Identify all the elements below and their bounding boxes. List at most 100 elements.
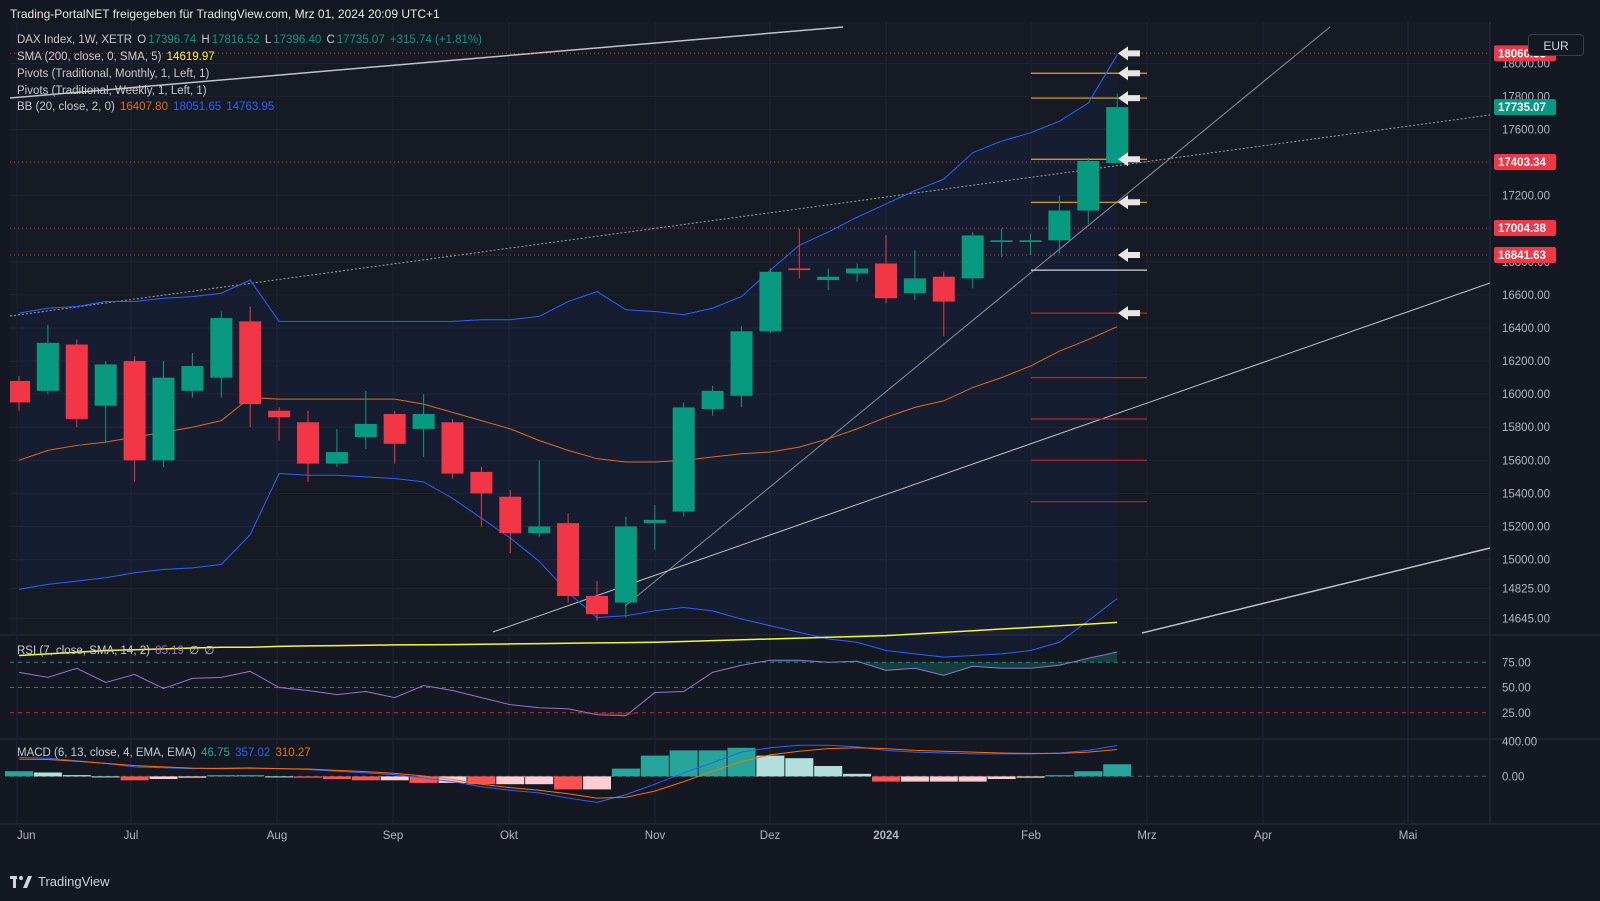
price-tick-label: 15200.00 bbox=[1502, 521, 1550, 533]
macd-histogram-bar bbox=[669, 750, 698, 777]
time-tick-label: Feb bbox=[1021, 830, 1041, 842]
candle-body bbox=[990, 240, 1013, 242]
pivots-weekly-legend: Pivots (Traditional, Weekly, 1, Left, 1) bbox=[17, 85, 207, 97]
price-tag-label: 17004.38 bbox=[1498, 223, 1547, 235]
candle-body bbox=[412, 414, 435, 429]
candle-body bbox=[1106, 107, 1129, 164]
macd-histogram-bar bbox=[929, 776, 958, 782]
macd-histogram-bar bbox=[987, 776, 1016, 779]
time-tick-label: Mai bbox=[1399, 830, 1418, 842]
macd-histogram-bar bbox=[91, 776, 120, 778]
candle-body bbox=[10, 380, 30, 403]
macd-histogram-bar bbox=[351, 776, 380, 781]
price-tick-label: 14645.00 bbox=[1502, 613, 1550, 625]
macd-tick-label: 0.00 bbox=[1502, 771, 1524, 783]
price-tag-bg bbox=[1494, 220, 1556, 237]
candle-body bbox=[210, 318, 233, 378]
time-tick-label: Dez bbox=[760, 830, 781, 842]
change-value: +315.74 (+1.81%) bbox=[389, 34, 482, 46]
bb-legend: BB (20, close, 2, 0) 16407.80 18051.65 1… bbox=[17, 101, 276, 113]
candle-body bbox=[65, 344, 88, 419]
low-label: L bbox=[264, 34, 272, 46]
price-tick-label: 15400.00 bbox=[1502, 488, 1550, 500]
macd-histogram-bar bbox=[640, 755, 669, 777]
candle-body bbox=[701, 390, 724, 410]
close-label: C bbox=[326, 34, 335, 46]
bb-upper-value: 18051.65 bbox=[173, 101, 222, 113]
rsi-extra-2: ∅ bbox=[204, 645, 215, 657]
close-value: 17735.07 bbox=[336, 34, 385, 46]
candle-body bbox=[817, 276, 840, 281]
macd-histogram-bar bbox=[178, 776, 207, 778]
candle-body bbox=[586, 595, 608, 615]
candle-body bbox=[94, 364, 117, 406]
pivot-arrow-icon bbox=[1118, 306, 1140, 321]
tradingview-logo-icon bbox=[10, 875, 32, 888]
rsi-label: RSI (7, close, SMA, 14, 2) bbox=[17, 645, 150, 657]
time-tick-label: Sep bbox=[383, 830, 403, 842]
rsi-oversold-fill bbox=[568, 712, 641, 716]
price-tick-label: 15800.00 bbox=[1502, 422, 1550, 434]
price-tag-bg bbox=[1494, 246, 1556, 263]
macd-histogram-bar bbox=[1016, 776, 1045, 778]
high-label: H bbox=[201, 34, 210, 46]
time-tick-label: Apr bbox=[1254, 830, 1272, 842]
rsi-extra-1: ∅ bbox=[189, 645, 200, 657]
price-tag-label: 16841.63 bbox=[1498, 250, 1546, 262]
candle-body bbox=[354, 423, 377, 438]
macd-histogram-bar bbox=[1045, 775, 1074, 777]
candle-body bbox=[1077, 160, 1100, 211]
candle-body bbox=[557, 523, 580, 596]
tradingview-brand[interactable]: TradingView bbox=[10, 874, 110, 889]
time-tick-label: Mrz bbox=[1137, 830, 1156, 842]
candle-body bbox=[759, 271, 782, 332]
time-tick-label: Jun bbox=[17, 830, 36, 842]
price-tick-label: 17600.00 bbox=[1502, 125, 1550, 137]
price-tick-label: 16000.00 bbox=[1502, 389, 1550, 401]
candle-body bbox=[470, 471, 493, 494]
candle-body bbox=[239, 321, 262, 405]
pivot-arrow-icon bbox=[1118, 247, 1140, 262]
macd-histogram-bar bbox=[756, 755, 785, 777]
rsi-tick-label: 25.00 bbox=[1502, 708, 1531, 720]
macd-histogram-bar bbox=[900, 776, 929, 782]
bb-lower-value: 16407.80 bbox=[120, 101, 168, 113]
macd-signal-line bbox=[18, 747, 1118, 799]
macd-histogram-bar bbox=[120, 776, 149, 781]
macd-histogram-bar bbox=[149, 776, 178, 779]
bb-upper-line bbox=[18, 54, 1118, 322]
bb-basis-value: 14763.95 bbox=[226, 101, 275, 113]
sma200-line bbox=[18, 621, 1118, 657]
price-tag-bg bbox=[1494, 99, 1556, 116]
candle-body bbox=[1019, 240, 1042, 242]
trend-line bbox=[9, 114, 1491, 317]
rsi-tick-label: 50.00 bbox=[1502, 683, 1531, 695]
candle-body bbox=[643, 519, 666, 524]
pivot-arrow-icon bbox=[1118, 152, 1140, 167]
macd-histogram-bar bbox=[5, 771, 33, 777]
currency-button[interactable]: EUR bbox=[1528, 34, 1584, 56]
rsi-legend: RSI (7, close, SMA, 14, 2) 85.19 ∅ ∅ bbox=[17, 643, 216, 657]
macd-label: MACD (6, 13, close, 4, EMA, EMA) bbox=[17, 747, 196, 759]
price-tick-label: 16400.00 bbox=[1502, 323, 1550, 335]
macd-histogram-bar bbox=[294, 776, 322, 778]
macd-histogram-bar bbox=[467, 776, 496, 785]
rsi-overbought-fill bbox=[770, 651, 1118, 676]
candle-body bbox=[730, 331, 753, 396]
macd-signal-value: 310.27 bbox=[275, 747, 311, 759]
time-tick-label: Aug bbox=[267, 830, 287, 842]
macd-histogram-bar bbox=[843, 773, 872, 777]
symbol-name: DAX Index, 1W, XETR bbox=[17, 34, 133, 46]
candle-body bbox=[1048, 210, 1071, 241]
candle-body bbox=[788, 268, 811, 271]
price-tick-label: 16200.00 bbox=[1502, 356, 1550, 368]
macd-histogram-bar bbox=[1074, 771, 1103, 777]
price-tick-label: 15600.00 bbox=[1502, 455, 1550, 467]
macd-histogram-bar bbox=[958, 776, 987, 782]
macd-histogram-bar bbox=[236, 775, 265, 777]
macd-histogram-bar bbox=[496, 776, 525, 785]
macd-histogram-bar bbox=[322, 776, 351, 779]
macd-hist-value: 46.75 bbox=[201, 747, 230, 759]
macd-histogram-bar bbox=[814, 766, 843, 777]
